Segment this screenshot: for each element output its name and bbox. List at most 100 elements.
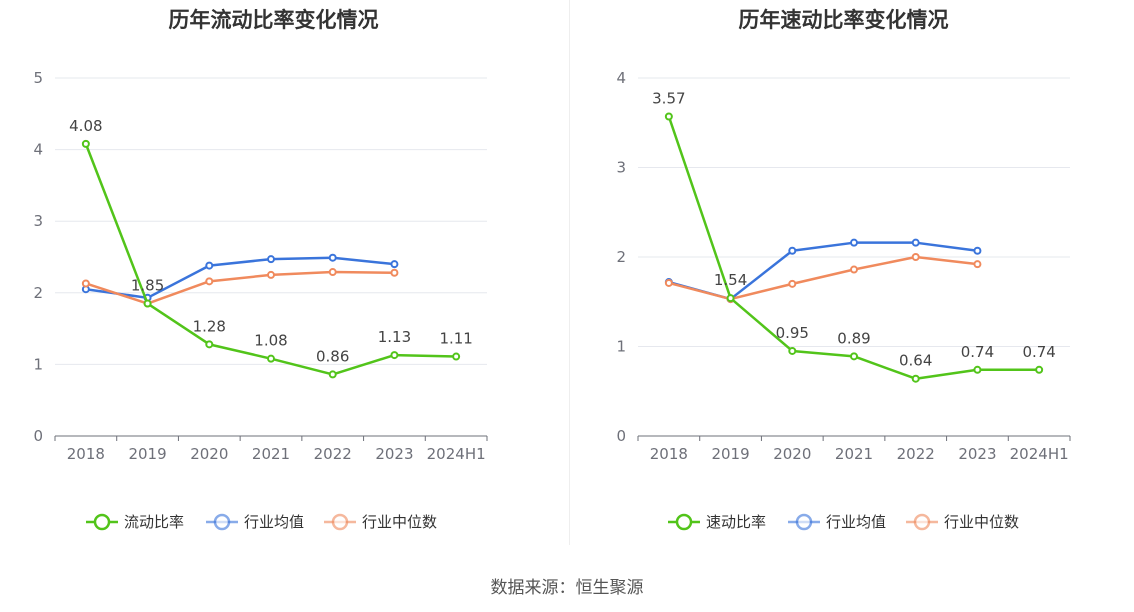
data-point xyxy=(205,277,214,286)
data-point xyxy=(81,279,90,288)
data-label: 0.95 xyxy=(776,324,809,342)
data-point xyxy=(81,139,90,148)
data-point xyxy=(788,246,797,255)
data-point xyxy=(328,268,337,277)
panel-divider xyxy=(569,0,570,545)
series-line xyxy=(85,270,395,305)
y-tick-label: 0 xyxy=(33,427,43,445)
chart-panel-current-ratio: 历年流动比率变化情况 0 1 2 3 4 5 2018 2019 2020 2021 2022 202… xyxy=(0,0,567,545)
y-tick-label: 3 xyxy=(33,212,43,230)
legend-label: 流动比率 xyxy=(124,513,184,531)
data-point xyxy=(911,238,920,247)
data-point xyxy=(328,370,337,379)
data-point xyxy=(205,261,214,270)
chart-title: 历年流动比率变化情况 xyxy=(168,8,379,32)
legend-label: 速动比率 xyxy=(706,513,766,531)
legend-marker xyxy=(795,513,813,531)
data-label: 0.74 xyxy=(1022,343,1055,361)
data-point xyxy=(664,278,673,287)
data-label: 0.86 xyxy=(316,347,349,365)
legend-label: 行业均值 xyxy=(826,513,886,531)
x-tick-label: 2022 xyxy=(897,445,935,463)
data-point xyxy=(973,260,982,269)
data-label: 1.28 xyxy=(193,317,226,335)
x-tick-label: 2020 xyxy=(190,445,228,463)
data-point xyxy=(267,270,275,279)
data-point xyxy=(850,238,858,247)
data-point xyxy=(205,340,214,349)
x-tick-label: 2019 xyxy=(128,445,166,463)
legend-item[interactable]: 行业中位数 xyxy=(906,513,1019,531)
x-tick-label: 2023 xyxy=(958,445,996,463)
data-point xyxy=(1035,365,1044,374)
legend-marker xyxy=(331,513,349,531)
legend-marker xyxy=(675,513,693,531)
legend-item[interactable]: 行业中位数 xyxy=(324,513,437,531)
chart-title: 历年速动比率变化情况 xyxy=(738,8,949,32)
data-point xyxy=(973,365,982,374)
data-point xyxy=(788,279,797,288)
x-tick-label: 2021 xyxy=(252,445,290,463)
y-tick-label: 3 xyxy=(616,159,626,177)
chart-current-ratio: 0 1 2 3 4 5 2018 2019 2020 2021 2022 2023 2024H1 4.08… xyxy=(33,69,488,531)
x-tick-label: 2020 xyxy=(773,445,811,463)
chart-quick-ratio: 0 1 2 3 4 2018 2019 2020 2021 2022 2023 2024H1 3.57 1… xyxy=(616,69,1071,531)
x-tick-label: 2021 xyxy=(835,445,873,463)
x-tick-label: 2019 xyxy=(711,445,749,463)
y-tick-label: 5 xyxy=(33,69,43,87)
data-point xyxy=(143,299,152,308)
x-tick-label: 2024H1 xyxy=(1010,445,1069,463)
data-point xyxy=(328,253,337,262)
data-point xyxy=(788,346,797,355)
series-line xyxy=(668,255,978,301)
data-point xyxy=(390,260,399,269)
legend-item[interactable]: 行业均值 xyxy=(206,513,304,531)
data-label: 0.74 xyxy=(961,343,994,361)
data-point xyxy=(973,246,982,255)
series-line xyxy=(85,256,395,300)
data-point xyxy=(850,265,858,274)
data-point xyxy=(911,253,920,261)
data-label: 0.64 xyxy=(899,352,932,370)
data-label: 1.11 xyxy=(439,330,472,348)
legend-marker xyxy=(213,513,231,531)
data-source: 数据来源：恒生聚源 xyxy=(490,578,644,598)
data-label: 1.08 xyxy=(254,332,287,350)
legend-label: 行业中位数 xyxy=(362,513,437,531)
data-point xyxy=(664,112,673,121)
x-tick-label: 2018 xyxy=(67,445,105,463)
y-tick-label: 2 xyxy=(33,284,43,302)
data-label: 1.54 xyxy=(714,271,747,289)
y-tick-label: 1 xyxy=(616,338,626,356)
data-label: 4.08 xyxy=(69,117,102,135)
y-tick-label: 2 xyxy=(616,248,626,266)
y-tick-label: 1 xyxy=(33,355,43,373)
y-tick-label: 0 xyxy=(616,427,626,445)
legend-item[interactable]: 流动比率 xyxy=(86,513,184,531)
legend-label: 行业均值 xyxy=(244,513,304,531)
chart-panel-quick-ratio: 历年速动比率变化情况 0 1 2 3 4 2018 2019 2020 2021 2022 2023… xyxy=(570,0,1134,545)
data-point xyxy=(726,294,735,303)
x-tick-label: 2022 xyxy=(314,445,352,463)
data-point xyxy=(911,374,920,383)
x-tick-label: 2018 xyxy=(650,445,688,463)
data-point xyxy=(850,352,858,361)
legend-marker xyxy=(913,513,931,531)
legend-label: 行业中位数 xyxy=(944,513,1019,531)
legend-marker xyxy=(93,513,111,531)
data-label: 3.57 xyxy=(652,89,685,107)
y-tick-label: 4 xyxy=(616,69,626,87)
x-tick-label: 2024H1 xyxy=(427,445,486,463)
data-label: 1.13 xyxy=(378,328,411,346)
data-point xyxy=(390,351,399,360)
data-point xyxy=(267,354,275,363)
y-tick-label: 4 xyxy=(33,141,43,159)
data-point xyxy=(267,255,275,264)
data-point xyxy=(452,352,461,361)
data-point xyxy=(390,268,399,277)
x-tick-label: 2023 xyxy=(375,445,413,463)
data-label: 1.85 xyxy=(131,277,164,295)
legend-item[interactable]: 速动比率 xyxy=(668,513,766,531)
data-label: 0.89 xyxy=(837,329,870,347)
legend-item[interactable]: 行业均值 xyxy=(788,513,886,531)
